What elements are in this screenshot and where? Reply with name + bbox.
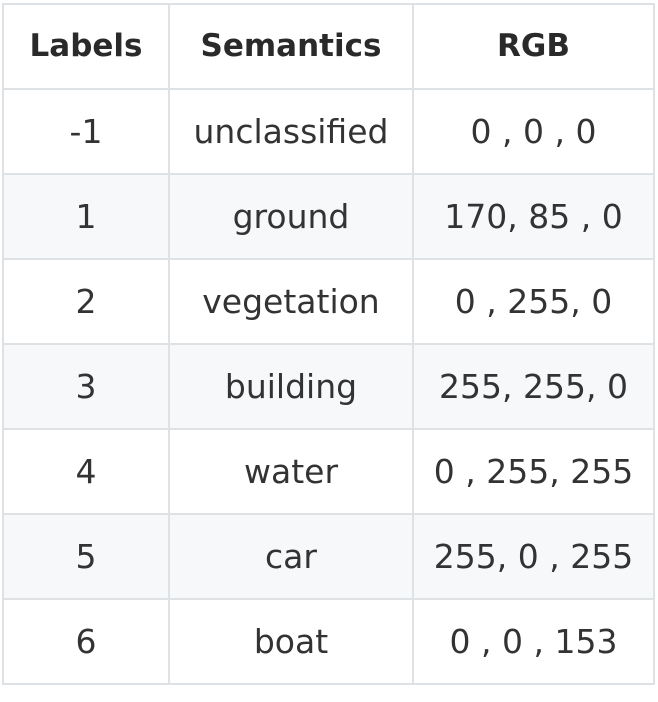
semantic-labels-table: Labels Semantics RGB -1 unclassified 0 ,… xyxy=(2,3,655,685)
semantic-cell: ground xyxy=(168,173,414,260)
semantic-cell: vegetation xyxy=(168,258,414,345)
header-row: Labels Semantics RGB xyxy=(2,3,655,90)
table-row: 1 ground 170, 85 , 0 xyxy=(2,173,655,260)
header-labels: Labels xyxy=(2,3,170,90)
label-cell: 3 xyxy=(2,343,170,430)
header-rgb: RGB xyxy=(412,3,655,90)
semantic-cell: boat xyxy=(168,598,414,685)
semantic-cell: unclassified xyxy=(168,88,414,175)
header-semantics: Semantics xyxy=(168,3,414,90)
rgb-cell: 255, 255, 0 xyxy=(412,343,655,430)
table-row: 6 boat 0 , 0 , 153 xyxy=(2,598,655,685)
semantic-cell: building xyxy=(168,343,414,430)
table-header: Labels Semantics RGB xyxy=(2,3,655,90)
rgb-cell: 0 , 255, 255 xyxy=(412,428,655,515)
rgb-cell: 0 , 0 , 153 xyxy=(412,598,655,685)
label-cell: 6 xyxy=(2,598,170,685)
label-cell: -1 xyxy=(2,88,170,175)
rgb-cell: 255, 0 , 255 xyxy=(412,513,655,600)
table-row: 2 vegetation 0 , 255, 0 xyxy=(2,258,655,345)
label-cell: 2 xyxy=(2,258,170,345)
label-cell: 4 xyxy=(2,428,170,515)
label-cell: 1 xyxy=(2,173,170,260)
table-row: 3 building 255, 255, 0 xyxy=(2,343,655,430)
label-cell: 5 xyxy=(2,513,170,600)
table-body: -1 unclassified 0 , 0 , 0 1 ground 170, … xyxy=(2,88,655,685)
table-row: 5 car 255, 0 , 255 xyxy=(2,513,655,600)
table-row: 4 water 0 , 255, 255 xyxy=(2,428,655,515)
semantic-cell: water xyxy=(168,428,414,515)
rgb-cell: 170, 85 , 0 xyxy=(412,173,655,260)
semantic-cell: car xyxy=(168,513,414,600)
rgb-cell: 0 , 255, 0 xyxy=(412,258,655,345)
rgb-cell: 0 , 0 , 0 xyxy=(412,88,655,175)
table-row: -1 unclassified 0 , 0 , 0 xyxy=(2,88,655,175)
